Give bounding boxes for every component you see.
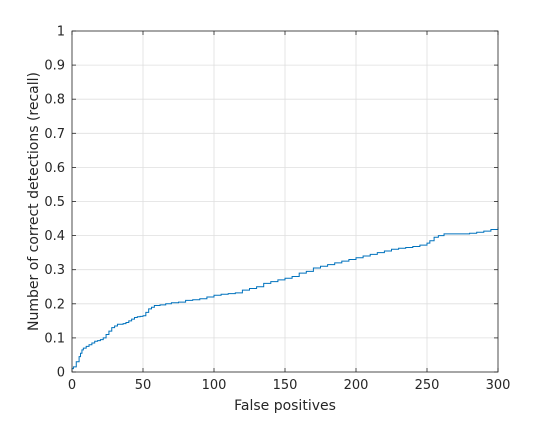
y-tick-label: 0 [57,366,65,381]
y-tick-label: 0.2 [44,297,65,312]
y-tick-label: 0.6 [44,161,65,176]
x-axis-label: False positives [234,398,336,414]
x-tick-label: 50 [135,378,152,393]
y-tick-label: 0.9 [44,59,65,74]
y-tick-label: 0.4 [44,229,65,244]
y-axis-label: Number of correct detections (recall) [26,72,42,331]
x-tick-label: 0 [68,378,76,393]
x-tick-label: 300 [486,378,511,393]
y-tick-labels: 0 0.1 0.2 0.3 0.4 0.5 0.6 0.7 0.8 0.9 1 [44,25,65,381]
recall-curve [72,227,499,370]
y-tick-label: 0.5 [44,195,65,210]
y-tick-label: 0.8 [44,93,65,108]
x-tick-label: 200 [344,378,369,393]
y-tick-label: 0.1 [44,331,65,346]
y-tick-label: 1 [57,25,65,40]
x-tick-label: 250 [415,378,440,393]
x-tick-label: 150 [273,378,298,393]
axes-box [71,30,499,373]
y-tick-label: 0.7 [44,127,65,142]
x-tick-labels: 0 50 100 150 200 250 300 [68,378,511,393]
x-tick-label: 100 [202,378,227,393]
y-tick-label: 0.3 [44,263,65,278]
